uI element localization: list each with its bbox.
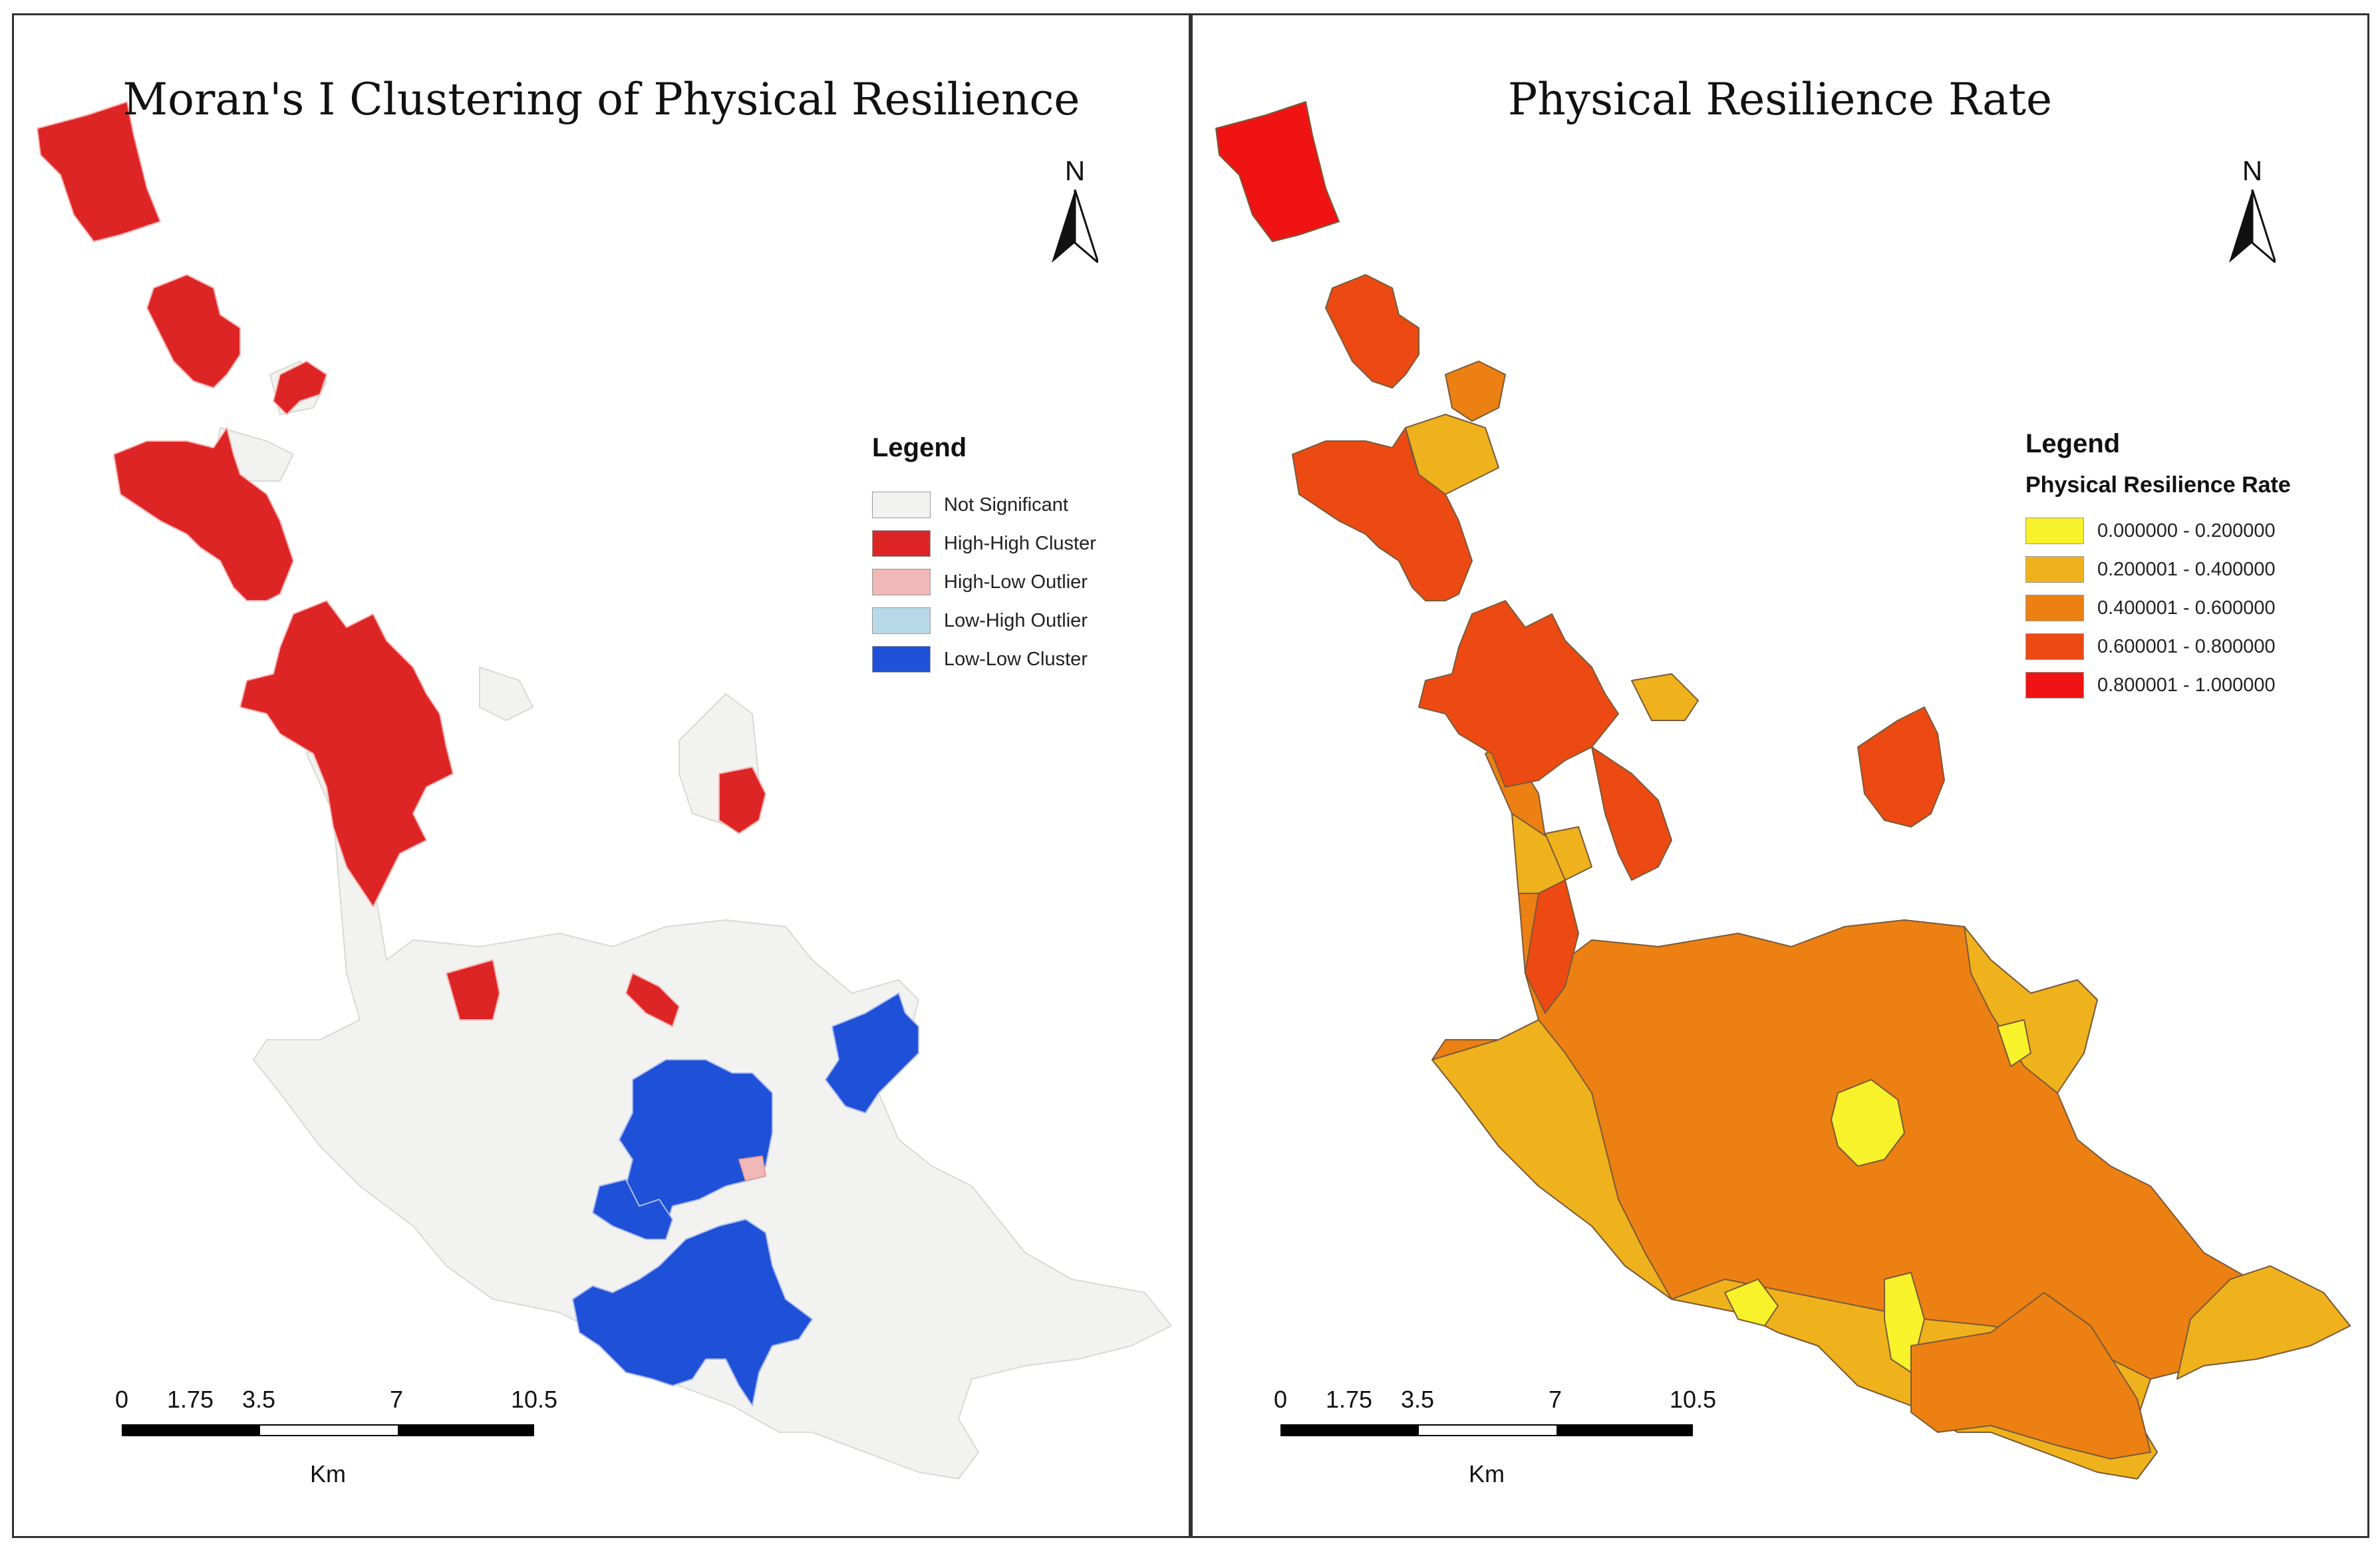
region-rate-0.2-0.4-east (1964, 926, 2098, 1094)
region-high-high-2 (146, 274, 241, 388)
scale-unit: Km (1469, 1460, 1505, 1487)
region-low-low-1 (619, 1059, 773, 1227)
legend-label: 0.800001 - 1.000000 (2097, 674, 2276, 696)
region-rate-0.6-0.8-4 (1292, 427, 1473, 601)
scale-tick: 1.75 (166, 1386, 214, 1413)
region-high-high-6 (718, 766, 766, 834)
legend-swatch (872, 492, 931, 518)
legend-items: 0.000000 - 0.200000 0.200001 - 0.400000 0.… (2025, 512, 2291, 704)
region-high-high-north (37, 101, 161, 242)
region-rate-0-0.2-core (1831, 1079, 1905, 1167)
scale-tick: 10.5 (1669, 1386, 1717, 1413)
north-arrow-icon (1052, 190, 1098, 263)
region-high-high-4 (113, 427, 294, 601)
legend-title: Legend (2025, 429, 2121, 458)
legend-label: Low-Low Cluster (944, 648, 1088, 670)
scale-unit: Km (310, 1460, 346, 1487)
region-high-high-8 (625, 973, 680, 1027)
region-rate-0.2-0.4-10 (1545, 826, 1592, 881)
region-high-high-5 (239, 600, 454, 907)
region-not-significant-east (479, 667, 533, 721)
region-rate-0-0.2-south (1724, 1279, 1779, 1326)
scale-tick: 0 (1273, 1386, 1288, 1413)
scale-tick: 0 (114, 1386, 129, 1413)
legend-label: Low-High Outlier (944, 609, 1088, 631)
north-label: N (1064, 155, 1086, 186)
legend-item: Low-High Outlier (872, 601, 1096, 640)
legend-swatch (872, 530, 931, 557)
moran-cluster-map (37, 101, 1172, 1479)
region-high-high-7 (446, 959, 500, 1020)
region-rate-0.2-0.4-9 (1631, 673, 1699, 721)
legend-label: 0.600001 - 0.800000 (2097, 635, 2276, 657)
legend-swatch (2025, 672, 2084, 698)
resilience-rate-map-panel: Physical Resilience Rate N Legend Physic… (1191, 13, 2369, 1538)
resilience-rate-map (1215, 101, 2351, 1479)
scale-tick: 7 (389, 1386, 404, 1413)
region-rate-0.8-1.0-north (1215, 101, 1340, 242)
legend-swatch (2025, 556, 2084, 583)
legend-title: Legend (872, 433, 967, 462)
legend-item: 0.000000 - 0.200000 (2025, 512, 2291, 550)
region-low-low-4 (572, 1219, 813, 1406)
region-high-high-3 (273, 361, 327, 415)
map-title: Physical Resilience Rate (1507, 74, 2053, 125)
scale-tick: 3.5 (1400, 1386, 1435, 1413)
region-rate-0.6-0.8-6 (1418, 600, 1619, 788)
legend-item: 0.800001 - 1.000000 (2025, 666, 2291, 704)
legend-label: Not Significant (944, 494, 1068, 516)
legend-item: High-Low Outlier (872, 563, 1096, 601)
legend-swatch (2025, 595, 2084, 621)
legend-item: 0.200001 - 0.400000 (2025, 550, 2291, 589)
scale-tick: 3.5 (241, 1386, 276, 1413)
region-rate-0-0.2-east (1997, 1019, 2031, 1067)
legend-label: 0.200001 - 0.400000 (2097, 558, 2276, 580)
region-high-low-outlier (738, 1156, 766, 1181)
north-arrow: N (1045, 155, 1105, 268)
moran-map-panel: Moran's I Clustering of Physical Resilie… (12, 13, 1191, 1538)
region-rate-0.6-0.8-isle (1857, 706, 1945, 828)
region-rate-0.2-0.4-southeast (2176, 1265, 2351, 1380)
legend-label: 0.000000 - 0.200000 (2097, 520, 2276, 542)
legend-swatch (872, 646, 931, 673)
legend-swatch (2025, 633, 2084, 660)
scale-bar-segments (1280, 1424, 1693, 1436)
north-arrow: N (2222, 155, 2282, 268)
region-rate-0.4-0.6-3 (1445, 361, 1506, 422)
region-rate-0.6-0.8-7 (1591, 746, 1672, 881)
region-rate-0.2-0.4-5 (1405, 414, 1499, 495)
legend-item: Low-Low Cluster (872, 640, 1096, 679)
scale-bar-segments (122, 1424, 534, 1436)
legend-subtitle: Physical Resilience Rate (2025, 472, 2291, 498)
scale-tick: 1.75 (1325, 1386, 1373, 1413)
legend-label: High-High Cluster (944, 532, 1096, 554)
scale-bar: 0 1.75 3.5 7 10.5 Km (1266, 1386, 1716, 1487)
north-label: N (2242, 155, 2263, 186)
legend-item: Not Significant (872, 486, 1096, 524)
legend-items: Not Significant High-High Cluster High-Low… (872, 486, 1096, 679)
legend-swatch (2025, 518, 2084, 544)
region-rate-0.4-0.6-south-block (1910, 1292, 2151, 1460)
legend-swatch (872, 607, 931, 634)
scale-bar: 0 1.75 3.5 7 10.5 Km (107, 1386, 557, 1487)
legend-item: High-High Cluster (872, 524, 1096, 563)
map-title: Moran's I Clustering of Physical Resilie… (122, 74, 1080, 125)
legend: Legend Not Significant High-High Cluster H… (872, 433, 1096, 679)
legend-item: 0.400001 - 0.600000 (2025, 589, 2291, 627)
legend-label: 0.400001 - 0.600000 (2097, 597, 2276, 619)
legend-swatch (872, 569, 931, 595)
legend: Legend Physical Resilience Rate 0.000000… (2025, 429, 2291, 704)
region-rate-0.6-0.8-2 (1325, 274, 1419, 388)
region-low-low-2 (825, 993, 919, 1114)
north-arrow-icon (2229, 190, 2276, 263)
region-rate-0.2-0.4-west (1431, 1019, 1672, 1300)
region-low-low-3 (592, 1179, 673, 1240)
legend-item: 0.600001 - 0.800000 (2025, 627, 2291, 666)
scale-tick: 7 (1548, 1386, 1562, 1413)
scale-tick: 10.5 (510, 1386, 558, 1413)
legend-label: High-Low Outlier (944, 571, 1088, 593)
